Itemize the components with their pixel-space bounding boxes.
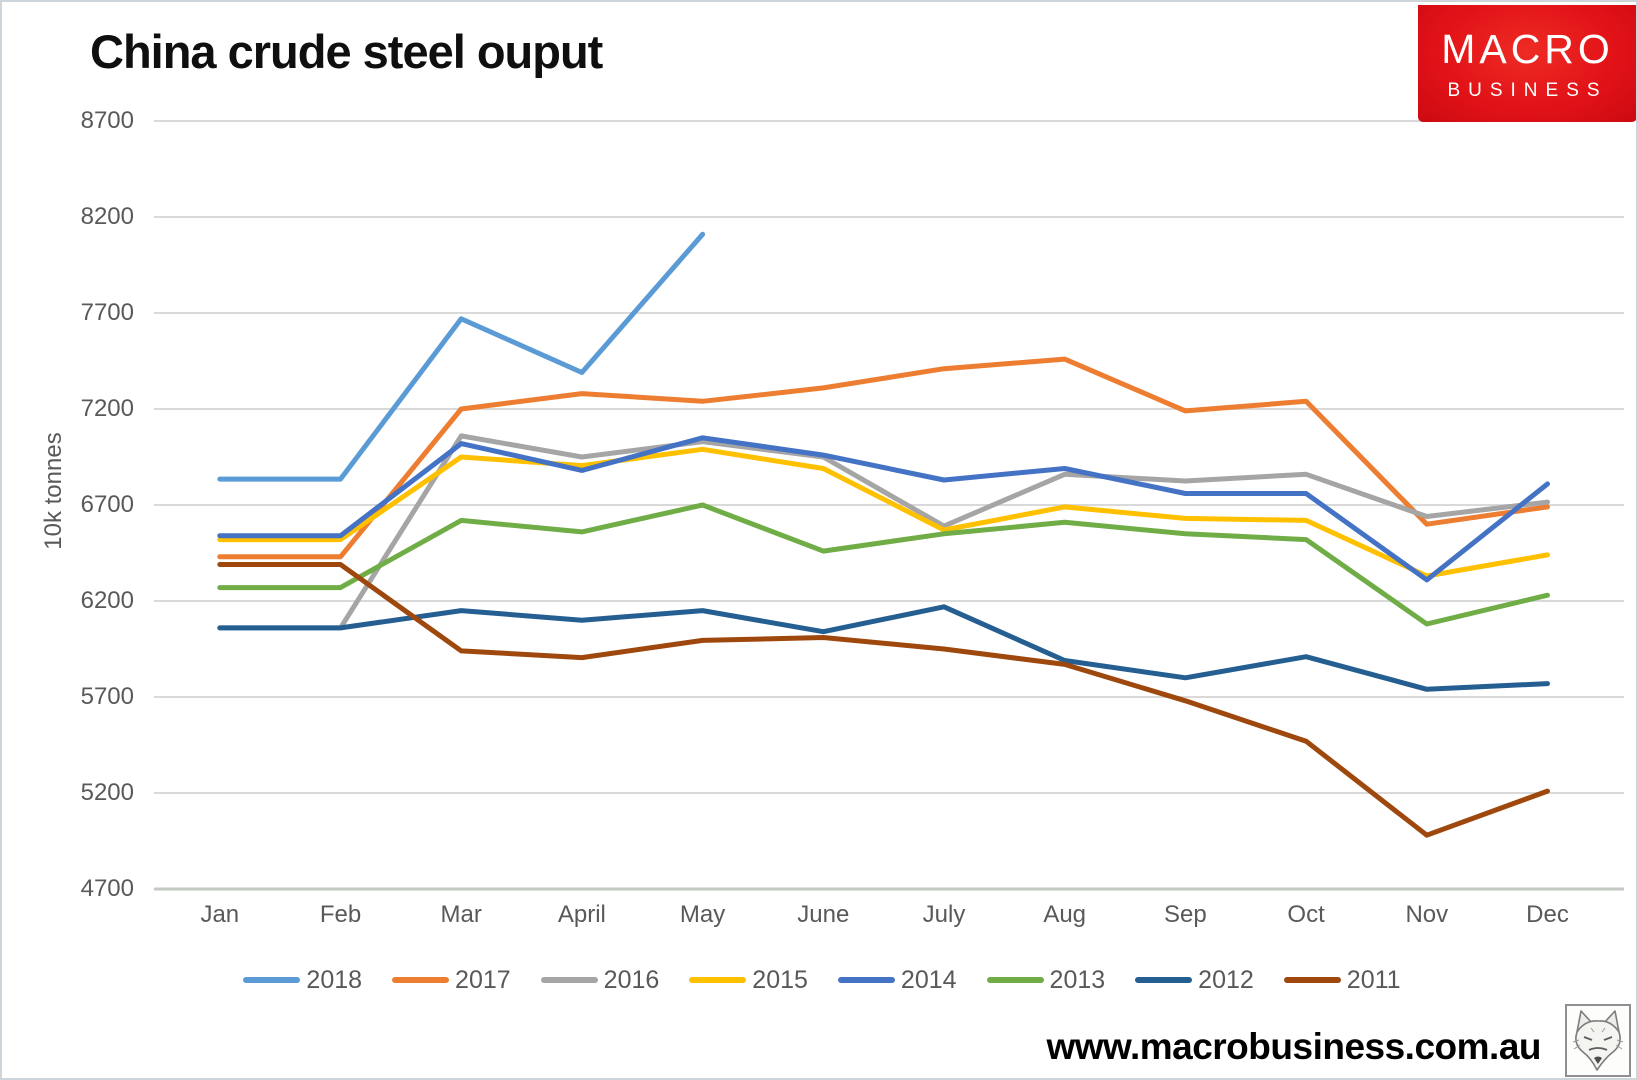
x-tick-label-mar: Mar: [440, 901, 482, 928]
legend-label-2014: 2014: [900, 965, 957, 994]
x-tick-label-may: May: [679, 901, 726, 928]
legend-swatch-2012: [1135, 977, 1193, 983]
legend-swatch-2015: [689, 977, 747, 983]
y-tick-label-4700: 4700: [80, 875, 134, 902]
x-tick-label-aug: Aug: [1043, 901, 1087, 928]
y-tick-label-6200: 6200: [80, 587, 134, 614]
x-tick-label-july: July: [922, 901, 966, 928]
website-url: www.macrobusiness.com.au: [1046, 1026, 1541, 1067]
series-line-2011: [217, 562, 1550, 838]
y-tick-label-8200: 8200: [80, 203, 134, 230]
x-tick-label-june: June: [797, 901, 850, 928]
logo-text-macro: MACRO: [1441, 26, 1614, 72]
y-tick-label-6700: 6700: [80, 491, 134, 518]
y-tick-label-5200: 5200: [80, 779, 134, 806]
legend-item-2011: 2011: [1283, 965, 1401, 995]
series-line-2018: [217, 231, 706, 482]
x-tick-label-april: April: [557, 901, 606, 928]
legend-swatch-2014: [837, 977, 895, 983]
legend-swatch-2011: [1283, 977, 1341, 983]
legend-swatch-2013: [986, 977, 1044, 983]
series-line-2013: [217, 502, 1550, 627]
legend-label-2018: 2018: [306, 965, 363, 994]
series-line-2015: [217, 446, 1550, 579]
legend-item-2016: 2016: [540, 965, 660, 995]
x-tick-label-nov: Nov: [1405, 901, 1449, 928]
legend-label-2012: 2012: [1198, 965, 1254, 994]
legend-label-2016: 2016: [603, 965, 660, 994]
legend-label-2011: 2011: [1346, 965, 1401, 994]
legend-item-2015: 2015: [689, 966, 808, 995]
y-tick-label-7700: 7700: [80, 299, 134, 326]
x-tick-label-jan: Jan: [200, 901, 240, 928]
legend-swatch-2017: [392, 977, 450, 983]
x-tick-label-oct: Oct: [1287, 901, 1325, 928]
series-line-2017: [217, 356, 1550, 560]
fox-logo-image: [1565, 1004, 1631, 1077]
legend-item-2014: 2014: [837, 965, 957, 995]
y-tick-label-8700: 8700: [80, 107, 134, 134]
legend-label-2013: 2013: [1049, 965, 1106, 994]
legend-item-2017: 2017: [392, 966, 511, 995]
legend-label-2015: 2015: [752, 965, 808, 994]
legend-item-2012: 2012: [1135, 966, 1254, 995]
series-line-2012: [217, 604, 1550, 692]
chart-legend: 2018 2017 2016 2015 2014 2013 2012 2011: [152, 962, 1492, 998]
fox-sketch-icon: [1572, 1010, 1624, 1071]
legend-item-2013: 2013: [986, 965, 1106, 995]
series-line-2014: [217, 435, 1550, 583]
x-tick-label-feb: Feb: [319, 901, 362, 928]
y-tick-label-5700: 5700: [80, 683, 134, 710]
x-tick-label-dec: Dec: [1526, 901, 1569, 928]
series-line-2016: [217, 433, 1550, 631]
legend-swatch-2016: [540, 977, 598, 983]
y-tick-label-7200: 7200: [80, 395, 134, 422]
legend-swatch-2018: [243, 977, 301, 983]
legend-label-2017: 2017: [455, 965, 511, 994]
chart-title: China crude steel ouput: [90, 25, 603, 78]
legend-item-2018: 2018: [243, 966, 362, 995]
macrobusiness-logo: MACRO BUSINESS: [1418, 5, 1636, 122]
logo-text-business: BUSINESS: [1447, 80, 1608, 101]
x-tick-label-sep: Sep: [1164, 901, 1207, 928]
